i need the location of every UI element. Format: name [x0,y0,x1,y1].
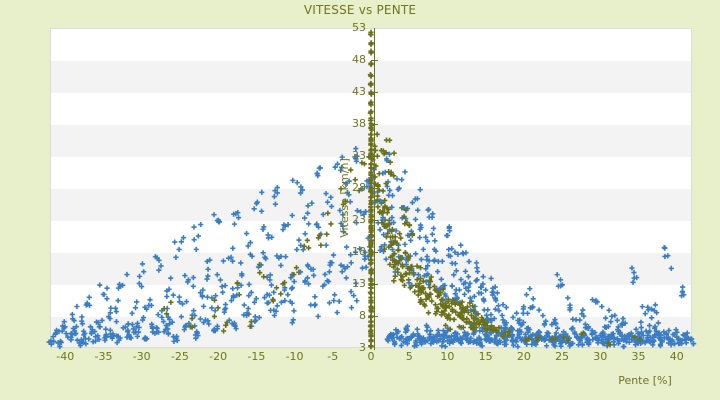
y-tick-label: 33 [352,149,366,162]
y-tick-label: 8 [359,309,366,322]
x-tick-label: 40 [669,350,684,363]
y-tick-label: 38 [352,117,366,130]
y-axis-title: Vitesse [km/h] [338,158,351,238]
series-blue-series-density [46,146,697,350]
x-tick-label: -25 [170,350,189,363]
x-tick-label: 35 [631,350,646,363]
axis-tick [371,124,378,125]
chart-title: VITESSE vs PENTE [303,3,417,17]
x-tick-label: 20 [516,350,531,363]
x-tick-label: -10 [285,350,304,363]
x-tick-label: 30 [593,350,608,363]
axis-tick [371,60,378,61]
y-tick-label: 3 [359,341,366,354]
zero-axis-line [374,28,375,350]
series-olive-series [163,31,639,349]
x-tick-label: 5 [405,350,413,363]
x-tick-label: -5 [327,350,339,363]
x-tick-label: -30 [132,350,151,363]
x-tick-label: 25 [555,350,570,363]
y-tick-label: 18 [352,245,366,258]
y-tick-label: 23 [352,213,366,226]
x-tick-label: -15 [247,350,266,363]
x-tick-label: 15 [478,350,493,363]
axis-tick [371,92,378,93]
x-tick-label: -20 [209,350,228,363]
x-tick-label: -40 [56,350,75,363]
x-axis-title: Pente [%] [618,374,672,387]
x-tick-label: -35 [94,350,113,363]
y-tick-label: 28 [352,181,366,194]
series-olive-series-density [161,29,643,350]
axis-tick [371,220,378,221]
axis-tick [371,188,378,189]
axis-tick [371,316,378,317]
y-tick-label: 53 [352,21,366,34]
y-tick-label: 13 [352,277,366,290]
axis-tick [371,252,378,253]
x-tick-label: 10 [440,350,455,363]
y-tick-label: 43 [352,85,366,98]
y-tick-label: 48 [352,53,366,66]
axis-tick [371,284,378,285]
axis-tick [371,156,378,157]
x-tick-label: 0 [367,350,375,363]
